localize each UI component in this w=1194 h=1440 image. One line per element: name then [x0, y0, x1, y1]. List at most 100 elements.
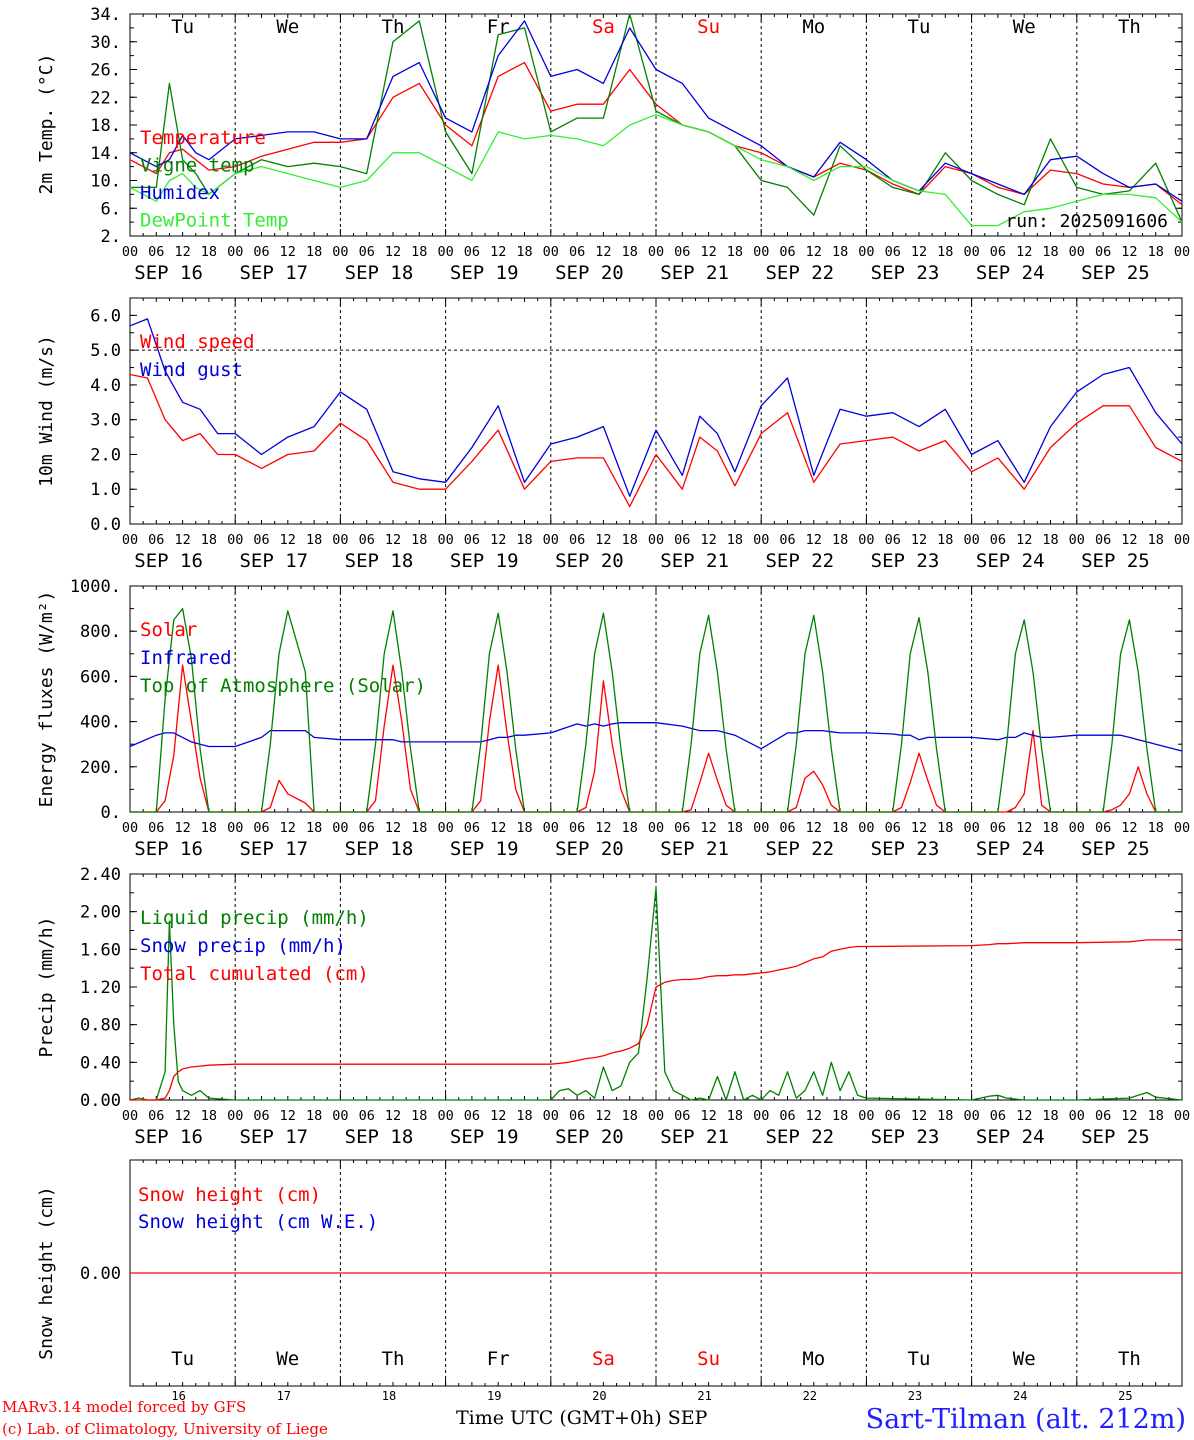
hour-tick-label: 00 — [332, 244, 348, 260]
hour-tick-label: 00 — [543, 532, 559, 548]
hour-tick-label: 12 — [280, 820, 296, 836]
hour-tick-label: 00 — [963, 820, 979, 836]
y-tick-label: 400. — [80, 713, 121, 733]
day-number: 17 — [277, 1389, 291, 1403]
hour-tick-label: 06 — [569, 244, 585, 260]
hour-tick-label: 12 — [1121, 532, 1137, 548]
y-tick-label: 0.40 — [80, 1053, 121, 1073]
hour-tick-label: 18 — [306, 244, 322, 260]
hour-tick-label: 12 — [174, 820, 190, 836]
legend-entry: Snow precip (mm/h) — [140, 935, 346, 957]
legend-entry: Snow height (cm) — [138, 1184, 321, 1206]
hour-tick-label: 12 — [595, 1108, 611, 1124]
hour-tick-label: 18 — [937, 1108, 953, 1124]
hour-tick-label: 18 — [1042, 532, 1058, 548]
hour-tick-label: 06 — [359, 820, 375, 836]
hour-tick-label: 18 — [201, 532, 217, 548]
date-label: SEP 20 — [555, 550, 624, 572]
series-line — [129, 373, 1183, 508]
y-tick-label: 22. — [90, 88, 121, 108]
hour-tick-label: 12 — [700, 1108, 716, 1124]
hour-tick-label: 18 — [1148, 820, 1164, 836]
y-tick-label: 600. — [80, 667, 121, 687]
hour-tick-label: 00 — [332, 532, 348, 548]
hour-tick-label: 18 — [727, 820, 743, 836]
legend-entry: Top of Atmosphere (Solar) — [140, 675, 426, 697]
hour-tick-label: 06 — [1095, 244, 1111, 260]
date-label: SEP 20 — [555, 262, 624, 284]
y-tick-label: 30. — [90, 33, 121, 53]
date-label: SEP 22 — [765, 262, 834, 284]
model-credit: MARv3.14 model forced by GFS — [2, 1398, 247, 1416]
hour-tick-label: 18 — [937, 244, 953, 260]
date-label: SEP 24 — [976, 262, 1045, 284]
legend-entry: Wind gust — [140, 359, 243, 381]
run-label: run: 2025091606 — [1005, 211, 1168, 232]
y-axis-title: Snow height (cm) — [36, 1186, 57, 1359]
weekday-label: Sa — [592, 16, 615, 38]
date-label: SEP 25 — [1081, 550, 1150, 572]
hour-tick-label: 06 — [674, 820, 690, 836]
hour-tick-label: 00 — [122, 820, 138, 836]
panel-wind: 0.0 1.0 2.0 3.0 4.0 5.0 6.0 10m Wind (m/s) 00 06 1… — [36, 297, 1190, 572]
hour-tick-label: 12 — [911, 532, 927, 548]
hour-tick-label: 18 — [516, 532, 532, 548]
day-number: 18 — [382, 1389, 396, 1403]
weekday-label: Th — [382, 1348, 405, 1370]
date-label: SEP 24 — [976, 550, 1045, 572]
y-tick-label: 2. — [101, 227, 121, 247]
hour-tick-label: 06 — [359, 244, 375, 260]
hour-tick-label: 00 — [437, 1108, 453, 1124]
hour-tick-label: 00 — [963, 532, 979, 548]
hour-tick-label: 18 — [1148, 1108, 1164, 1124]
hour-tick-label: 12 — [280, 532, 296, 548]
day-number: 19 — [487, 1389, 501, 1403]
hour-tick-label: 00 — [963, 244, 979, 260]
hour-tick-label: 18 — [1148, 244, 1164, 260]
date-label: SEP 16 — [134, 262, 203, 284]
lab-credit: (c) Lab. of Climatology, University of L… — [2, 1420, 328, 1438]
date-label: SEP 16 — [134, 550, 203, 572]
hour-tick-label: 12 — [911, 1108, 927, 1124]
hour-tick-label: 00 — [122, 1108, 138, 1124]
hour-tick-label: 06 — [569, 1108, 585, 1124]
day-number: 23 — [908, 1389, 922, 1403]
hour-tick-label: 06 — [885, 820, 901, 836]
x-axis-title-text: Time UTC (GMT+0h) — [456, 1407, 662, 1429]
hour-tick-label: 06 — [464, 244, 480, 260]
hour-tick-label: 00 — [122, 532, 138, 548]
hour-tick-label: 12 — [385, 244, 401, 260]
legend-entry: Snow height (cm W.E.) — [138, 1211, 378, 1233]
date-label: SEP 25 — [1081, 838, 1150, 860]
weekday-label: Tu — [908, 1348, 931, 1370]
hour-tick-label: 12 — [174, 244, 190, 260]
date-label: SEP 20 — [555, 838, 624, 860]
date-label: SEP 23 — [871, 550, 940, 572]
day-number: 16 — [171, 1389, 185, 1403]
hour-tick-label: 06 — [253, 244, 269, 260]
weekday-label: We — [1013, 1348, 1036, 1370]
hour-tick-label: 18 — [516, 1108, 532, 1124]
hour-tick-label: 00 — [648, 244, 664, 260]
weekday-label: Th — [1118, 1348, 1141, 1370]
day-number: 22 — [803, 1389, 817, 1403]
hour-tick-label: 00 — [753, 1108, 769, 1124]
station-label: Sart-Tilman (alt. 212m) — [865, 1404, 1186, 1435]
day-number: 20 — [592, 1389, 606, 1403]
hour-tick-label: 12 — [1016, 244, 1032, 260]
hour-tick-label: 06 — [359, 1108, 375, 1124]
y-tick-label: 5.0 — [90, 341, 121, 361]
hour-tick-label: 12 — [806, 532, 822, 548]
series-line — [129, 20, 1183, 202]
hour-tick-label: 18 — [411, 532, 427, 548]
date-label: SEP 22 — [765, 550, 834, 572]
series-line — [130, 607, 1182, 813]
hour-tick-label: 18 — [727, 244, 743, 260]
hour-tick-label: 18 — [832, 244, 848, 260]
hour-tick-label: 00 — [1174, 820, 1190, 836]
hour-tick-label: 12 — [700, 532, 716, 548]
day-number: 25 — [1118, 1389, 1132, 1403]
legend-entry: Wind speed — [140, 331, 254, 353]
hour-tick-label: 12 — [595, 820, 611, 836]
hour-tick-label: 00 — [858, 532, 874, 548]
